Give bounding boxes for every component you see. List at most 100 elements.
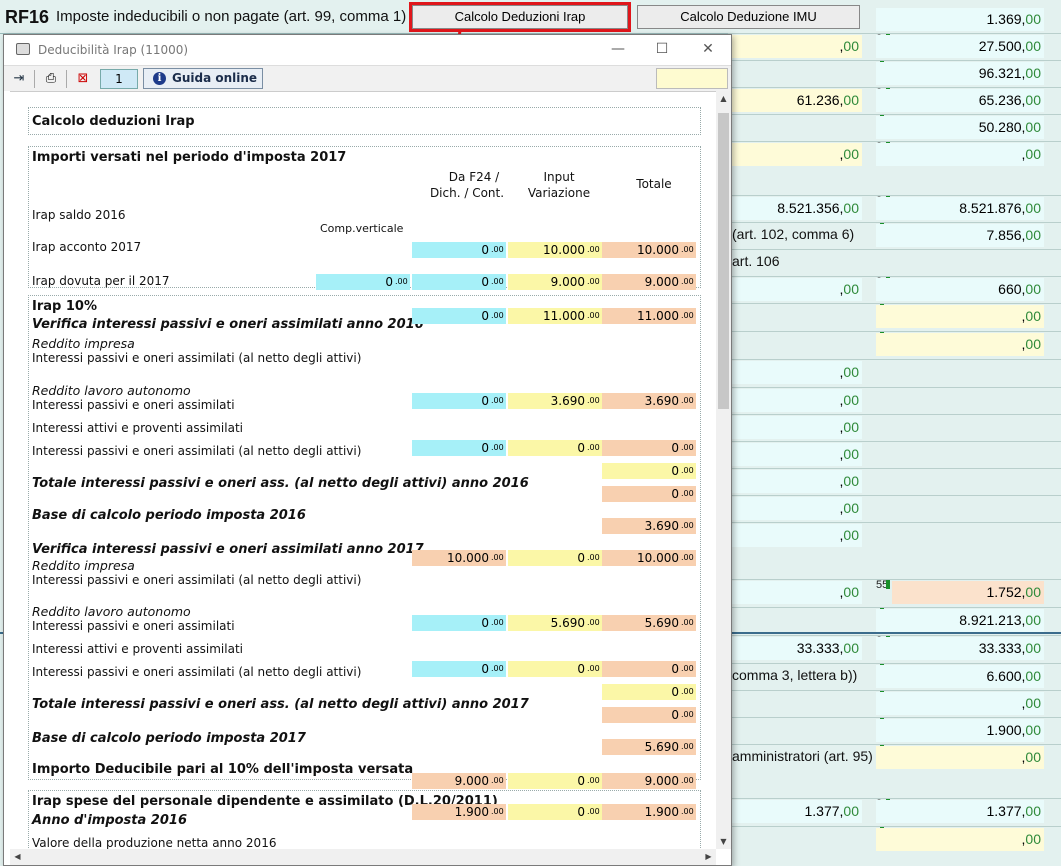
row-value-field[interactable]: ,00 [876,143,1044,166]
row-value-field[interactable]: 96.321,00 [876,62,1044,85]
row-input-field[interactable]: ,00 [732,35,862,58]
vertical-scrollbar[interactable]: ▲ ▼ [716,91,731,849]
scroll-up-icon[interactable]: ▲ [720,94,727,103]
amount-field[interactable]: 9.000.00 [602,274,696,290]
maximize-icon[interactable]: ☐ [655,41,669,57]
amount-field[interactable]: 0.00 [602,661,696,677]
amount-value: 3.690 [550,394,585,408]
amount-field[interactable]: 0.00 [508,804,602,820]
row-value-field[interactable]: ,00 [876,828,1044,851]
row-value-field[interactable]: 65.236,00 [876,89,1044,112]
amount-field[interactable]: 0.00 [508,773,602,789]
amount-field[interactable]: 0.00 [602,440,696,456]
amount-field[interactable]: 0.00 [412,440,506,456]
row-value-field[interactable]: 27.500,00 [876,35,1044,58]
row-input-field[interactable]: ,00 [732,278,862,301]
row-value-field[interactable]: 8.521.876,00 [876,197,1044,220]
amount-field[interactable]: 0.00 [602,463,696,479]
amount-field[interactable]: 0.00 [508,661,602,677]
decimal-part: 00 [1025,749,1041,765]
amount-field[interactable]: 0.00 [412,274,506,290]
amount-field[interactable]: 5.690.00 [602,739,696,755]
row-input-field[interactable]: ,00 [732,470,862,493]
row-input-field[interactable]: ,00 [732,443,862,466]
row-input-field[interactable]: ,00 [732,416,862,439]
background-row [728,441,1061,468]
calcolo-deduzione-imu-button[interactable]: Calcolo Deduzione IMU [637,5,860,29]
row-value-field[interactable]: ,00 [876,692,1044,715]
row-input-field[interactable]: 61.236,00 [732,89,862,112]
amount-field[interactable]: 0.00 [602,684,696,700]
row-input-field[interactable]: ,00 [732,361,862,384]
scroll-right-icon[interactable]: ▶ [705,852,712,861]
minimize-icon[interactable]: — [611,41,625,57]
amount-field[interactable]: 9.000.00 [412,773,506,789]
amount-field[interactable]: 3.690.00 [602,518,696,534]
amount-field[interactable]: 11.000.00 [602,308,696,324]
amount-field[interactable]: 11.000.00 [508,308,602,324]
row-value-field[interactable]: 1.900,00 [876,719,1044,742]
decimal-part: 00 [1025,831,1041,847]
amount-value: 5.690 [644,740,679,754]
row-input-field[interactable]: 1.377,00 [732,800,862,823]
amount-field[interactable]: 10.000.00 [602,242,696,258]
amount-field[interactable]: 0.00 [508,550,602,566]
row-value-field[interactable]: 50.280,00 [876,116,1044,139]
scroll-down-icon[interactable]: ▼ [720,837,727,846]
row-value-field[interactable]: 7.856,00 [876,224,1044,247]
amount-field[interactable]: 10.000.00 [602,550,696,566]
amount-field[interactable]: 10.000.00 [508,242,602,258]
row-value-field[interactable]: ,00 [876,305,1044,328]
amount-field[interactable]: 0.00 [412,393,506,409]
row-input-field[interactable]: ,00 [732,581,862,604]
amount-field[interactable]: 9.000.00 [602,773,696,789]
amount-field[interactable]: 0.00 [508,440,602,456]
row-input-field[interactable]: ,00 [732,524,862,547]
exit-icon[interactable]: ⇥ [13,71,25,86]
amount-field[interactable]: 1.900.00 [412,804,506,820]
row-input-field[interactable]: ,00 [732,389,862,412]
row-value-field[interactable]: ,00 [876,746,1044,769]
rf16-value[interactable]: 1.369,00 [876,8,1044,31]
toolbar-field[interactable] [656,68,728,89]
row-input-field[interactable]: 8.521.356,00 [732,197,862,220]
scrollbar-thumb[interactable] [718,113,729,409]
amount-field[interactable]: 10.000.00 [412,550,506,566]
decimal-suffix: .00 [681,710,694,719]
amount-field[interactable]: 0.00 [412,661,506,677]
amount-field[interactable]: 0.00 [602,707,696,723]
amount-field[interactable]: 5.690.00 [508,615,602,631]
row-input-field[interactable]: 33.333,00 [732,637,862,660]
page-number[interactable]: 1 [100,69,138,89]
amount-field[interactable]: 1.900.00 [602,804,696,820]
amount-field[interactable]: 0.00 [316,274,410,290]
irap10-title: Irap 10% [32,299,97,314]
amount-field[interactable]: 0.00 [412,308,506,324]
horizontal-scrollbar[interactable]: ◀ ▶ [10,849,716,865]
row-value-field[interactable]: 660,00 [876,278,1044,301]
amount-field[interactable]: 5.690.00 [602,615,696,631]
decimal-suffix: .00 [587,311,600,320]
close-icon[interactable]: ✕ [702,41,714,57]
scroll-left-icon[interactable]: ◀ [14,852,21,861]
row-value-field[interactable]: 33.333,00 [876,637,1044,660]
row-value-field[interactable]: ,00 [876,333,1044,356]
amount-field[interactable]: 3.690.00 [508,393,602,409]
row-input-field[interactable]: ,00 [732,143,862,166]
dialog-titlebar: Deducibilità Irap (11000) — ☐ ✕ [4,35,731,65]
decimal-suffix: .00 [395,277,408,286]
row-value-field[interactable]: 1.377,00 [876,800,1044,823]
calcolo-deduzioni-irap-button[interactable]: Calcolo Deduzioni Irap [409,2,631,32]
amount-field[interactable]: 0.00 [602,486,696,502]
amount-field[interactable]: 9.000.00 [508,274,602,290]
amount-field[interactable]: 0.00 [412,615,506,631]
row-value-field[interactable]: 8.921.213,00 [876,609,1044,632]
guida-online-button[interactable]: i Guida online [143,68,263,89]
amount-field[interactable]: 0.00 [412,242,506,258]
row-value-field[interactable]: 6.600,00 [876,665,1044,688]
print-icon[interactable]: ⎙ [45,71,57,86]
row-input-field[interactable]: ,00 [732,497,862,520]
delete-icon[interactable]: ⊠ [77,71,89,86]
row-value-field[interactable]: 1.752,00 [892,581,1044,604]
amount-field[interactable]: 3.690.00 [602,393,696,409]
